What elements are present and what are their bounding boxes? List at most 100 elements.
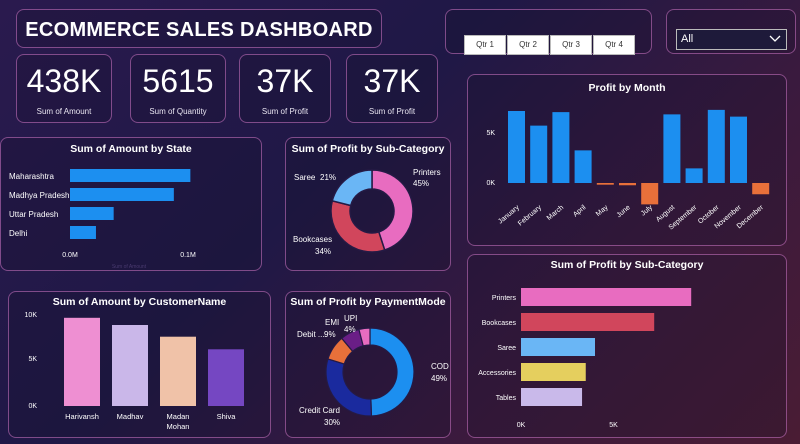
- month-bar: [752, 183, 770, 195]
- state-bar: [70, 169, 191, 182]
- state-tick-label: Maharashtra: [9, 172, 54, 181]
- y-tick-label: 0K: [28, 403, 37, 410]
- y-tick-label: 10K: [25, 312, 38, 319]
- donut-slice: [369, 327, 415, 417]
- customer-bar: [208, 349, 244, 406]
- month-chart-panel: Profit by Month 5K 0K January February March…: [467, 74, 787, 246]
- slice-pct: 9%: [324, 330, 336, 339]
- state-bar: [70, 226, 96, 239]
- x-tick-label: 0.0M: [62, 252, 78, 259]
- donut-slice: [331, 169, 373, 207]
- month-bar: [685, 168, 703, 183]
- slice-pct: 21%: [320, 173, 336, 182]
- kpi-card-quantity: 5615 Sum of Quantity: [130, 54, 226, 123]
- chevron-down-icon: [769, 32, 781, 50]
- subcat-bar: [521, 313, 655, 331]
- customer-bar: [112, 325, 148, 406]
- slice-pct: 45%: [413, 179, 429, 188]
- month-bar: [552, 112, 570, 183]
- qtr1-button[interactable]: Qtr 1: [464, 35, 506, 55]
- donut-slice: [371, 169, 414, 251]
- subcat-bar: [521, 338, 595, 356]
- month-bar: [530, 125, 548, 183]
- chart-title: Sum of Profit by PaymentMode: [290, 296, 446, 308]
- x-tick-label: July: [640, 204, 654, 218]
- qtr2-button[interactable]: Qtr 2: [507, 35, 549, 55]
- y-tick-label: 5K: [486, 130, 495, 137]
- month-bar: [619, 183, 636, 186]
- month-bar: [596, 183, 614, 185]
- month-bar: [730, 116, 747, 183]
- chart-title: Sum of Profit by Sub-Category: [291, 143, 445, 155]
- x-tick-label: April: [572, 204, 588, 219]
- slice-pct: 30%: [324, 418, 340, 427]
- kpi-card-profit: 37K Sum of Profit: [239, 54, 331, 123]
- subcat-bar-chart: Printers Bookcases Saree Accessories Tables 0…: [478, 288, 692, 429]
- x-tick-label: Madhav: [117, 412, 144, 421]
- x-tick-label: March: [546, 204, 565, 222]
- x-tick-label: May: [595, 204, 610, 218]
- state-bar: [70, 207, 114, 220]
- customer-chart-panel: Sum of Amount by CustomerName 10K 5K 0K Har…: [8, 291, 271, 438]
- kpi-value: 37K: [256, 63, 314, 99]
- kpi-label: Sum of Amount: [36, 107, 92, 116]
- qtr4-button[interactable]: Qtr 4: [593, 35, 635, 55]
- x-tick-label: June: [616, 204, 632, 219]
- subcat-tick-label: Bookcases: [482, 320, 517, 327]
- x-tick-label: February: [517, 204, 543, 228]
- x-tick-label: Shiva: [217, 412, 237, 421]
- kpi-value: 438K: [26, 63, 102, 99]
- slice-pct: 4%: [344, 325, 356, 334]
- chart-title: Profit by Month: [588, 82, 666, 94]
- x-tick-label: 0.1M: [180, 252, 196, 259]
- filter-dropdown[interactable]: All: [676, 29, 787, 50]
- subcat-tick-label: Saree: [497, 345, 516, 352]
- slice-label: Printers: [413, 168, 441, 177]
- month-bar: [663, 114, 681, 183]
- subcat-bar: [521, 388, 583, 406]
- kpi-label: Sum of Profit: [368, 107, 416, 116]
- subcat-bar: [521, 288, 692, 306]
- subcat-tick-label: Accessories: [478, 370, 516, 377]
- kpi-card-profit-2: 37K Sum of Profit: [346, 54, 438, 123]
- y-tick-label: 5K: [28, 356, 37, 363]
- subcat-tick-label: Tables: [496, 395, 517, 402]
- slice-label: Bookcases: [293, 235, 332, 244]
- slice-label: EMI: [325, 318, 339, 327]
- state-bar-chart: Maharashtra Madhya Pradesh Uttar Pradesh De…: [9, 169, 196, 270]
- customer-bar: [64, 317, 100, 406]
- subcat-donut-chart: Printers 45% Bookcases 34% Saree 21%: [293, 168, 441, 256]
- month-bar: [707, 109, 725, 183]
- y-tick-label: 0K: [486, 180, 495, 187]
- month-bar: [574, 150, 592, 183]
- x-tick-label: Harivansh: [65, 412, 99, 421]
- chart-title: Sum of Amount by State: [70, 143, 192, 155]
- slice-label: COD: [431, 362, 449, 371]
- donut-slice: [330, 199, 386, 253]
- donut-slice: [358, 327, 371, 347]
- chart-title: Sum of Amount by CustomerName: [52, 296, 227, 308]
- kpi-label: Sum of Quantity: [149, 107, 207, 116]
- title-panel: ECOMMERCE SALES DASHBOARD: [16, 9, 382, 48]
- filter-slicer: All: [666, 9, 796, 54]
- kpi-card-amount: 438K Sum of Amount: [16, 54, 112, 123]
- slice-pct: 49%: [431, 374, 447, 383]
- slice-label: Debit ...: [297, 330, 325, 339]
- kpi-value: 5615: [142, 63, 214, 99]
- slice-label: UPI: [344, 314, 357, 323]
- chart-title: Sum of Profit by Sub-Category: [550, 259, 704, 271]
- state-tick-label: Delhi: [9, 229, 27, 238]
- x-tick-label: Mohan: [167, 422, 190, 431]
- subcat-bar-panel: Sum of Profit by Sub-Category Printers Bo…: [467, 254, 787, 438]
- state-tick-label: Uttar Pradesh: [9, 210, 58, 219]
- subcat-tick-label: Printers: [492, 295, 517, 302]
- x-tick-label: 0K: [517, 422, 526, 429]
- page-title: ECOMMERCE SALES DASHBOARD: [25, 19, 373, 41]
- state-tick-label: Madhya Pradesh: [9, 191, 69, 200]
- qtr3-button[interactable]: Qtr 3: [550, 35, 592, 55]
- quarter-slicer: Qtr 1 Qtr 2 Qtr 3 Qtr 4: [445, 9, 652, 55]
- subcat-donut-panel: Sum of Profit by Sub-Category Printers 45…: [285, 137, 451, 271]
- filter-value: All: [681, 33, 694, 45]
- x-axis-title: Sum of Amount: [112, 264, 147, 270]
